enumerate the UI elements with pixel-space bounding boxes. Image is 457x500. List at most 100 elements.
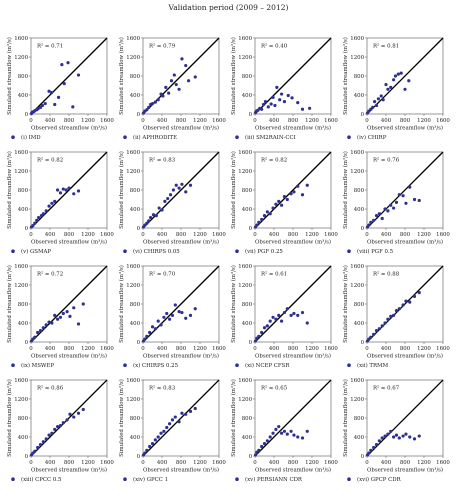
x-tick-label: 1200 xyxy=(81,232,95,238)
legend-label: (vii) PGF 0.25 xyxy=(245,248,283,255)
x-tick-label: 800 xyxy=(64,346,75,352)
data-point xyxy=(376,97,380,101)
data-point xyxy=(35,218,39,222)
x-tick-label: 400 xyxy=(157,118,168,124)
x-tick-label: 1200 xyxy=(81,346,95,352)
data-point xyxy=(399,71,403,75)
y-tick-label: 1200 xyxy=(350,397,364,403)
data-point xyxy=(404,299,408,303)
data-point xyxy=(408,185,412,189)
data-point xyxy=(274,427,278,431)
data-point xyxy=(37,215,41,220)
legend-marker xyxy=(123,249,127,253)
y-tick-label: 1600 xyxy=(350,264,364,270)
data-point xyxy=(36,107,40,111)
y-tick-label: 800 xyxy=(354,302,365,308)
data-point xyxy=(148,444,152,449)
data-point xyxy=(151,213,156,217)
data-point xyxy=(265,439,269,443)
data-point xyxy=(50,431,54,435)
y-tick-label: 1600 xyxy=(238,36,252,42)
data-point xyxy=(257,334,261,338)
x-tick-label: 400 xyxy=(269,346,280,352)
x-tick-label: 0 xyxy=(141,346,145,352)
legend-label: (xvi) GPCP CDR xyxy=(357,476,402,483)
data-point xyxy=(386,87,390,91)
data-point xyxy=(41,326,45,330)
y-tick-label: 0 xyxy=(249,226,253,232)
r-squared-label: R² = 0.83 xyxy=(149,385,176,392)
data-point xyxy=(389,314,393,318)
x-tick-label: 1600 xyxy=(436,118,450,124)
legend-marker xyxy=(235,135,239,139)
data-point xyxy=(367,451,371,455)
data-point xyxy=(72,306,76,310)
x-axis-label: Observed streamflow (m³/s) xyxy=(255,239,331,246)
one-to-one-line xyxy=(254,151,332,229)
legend-label: (v) GSMAP xyxy=(21,248,51,255)
data-point xyxy=(262,326,267,330)
x-tick-label: 400 xyxy=(45,346,56,352)
data-point xyxy=(47,204,51,208)
x-axis-label: Observed streamflow (m³/s) xyxy=(367,467,443,474)
y-tick-label: 0 xyxy=(25,112,29,118)
data-point xyxy=(257,220,261,224)
data-point xyxy=(147,105,151,109)
y-tick-label: 0 xyxy=(137,112,141,118)
x-tick-label: 800 xyxy=(400,460,411,466)
y-tick-label: 800 xyxy=(242,74,253,80)
x-tick-label: 800 xyxy=(176,346,187,352)
x-tick-label: 800 xyxy=(400,346,411,352)
data-point xyxy=(170,313,175,317)
data-point xyxy=(374,443,379,447)
x-axis-label: Observed streamflow (m³/s) xyxy=(31,125,107,132)
data-point xyxy=(31,224,35,228)
data-point xyxy=(392,206,396,210)
y-axis-label: Simulated streamflow (m³/s) xyxy=(6,37,13,115)
data-point xyxy=(174,82,178,87)
data-point xyxy=(412,197,417,202)
legend-marker xyxy=(347,363,351,368)
y-tick-label: 0 xyxy=(361,226,365,232)
data-point xyxy=(282,310,287,315)
y-tick-label: 800 xyxy=(354,188,365,194)
y-tick-label: 1600 xyxy=(350,36,364,42)
data-point xyxy=(374,214,379,218)
x-tick-label: 0 xyxy=(253,346,257,352)
y-axis-label: Simulated streamflow (m³/s) xyxy=(342,151,349,229)
data-point xyxy=(367,223,371,227)
legend-label: (iii) SM2RAIN-CCI xyxy=(245,134,296,141)
data-point xyxy=(67,186,71,190)
data-point xyxy=(260,107,264,111)
data-point xyxy=(58,315,63,319)
data-point xyxy=(280,319,284,323)
data-point xyxy=(389,85,393,89)
data-point xyxy=(282,100,287,104)
data-point xyxy=(383,207,387,211)
y-axis-label: Simulated streamflow (m³/s) xyxy=(118,265,125,343)
data-point xyxy=(260,330,264,335)
data-point xyxy=(165,311,169,316)
x-tick-label: 800 xyxy=(288,232,299,238)
y-tick-label: 800 xyxy=(130,302,141,308)
x-tick-label: 1600 xyxy=(100,460,114,466)
data-point xyxy=(41,440,45,444)
x-tick-label: 400 xyxy=(269,118,280,124)
x-axis-label: Observed streamflow (m³/s) xyxy=(367,353,443,360)
data-point xyxy=(280,92,284,96)
data-point xyxy=(282,429,287,433)
data-point xyxy=(177,310,181,314)
r-squared-label: R² = 0.81 xyxy=(373,43,399,50)
data-point xyxy=(380,324,384,328)
data-point xyxy=(145,334,149,338)
x-tick-label: 800 xyxy=(64,118,75,124)
data-point xyxy=(76,73,81,77)
data-point xyxy=(372,332,376,336)
y-tick-label: 400 xyxy=(354,207,365,213)
data-point xyxy=(61,311,65,316)
data-point xyxy=(305,429,309,433)
